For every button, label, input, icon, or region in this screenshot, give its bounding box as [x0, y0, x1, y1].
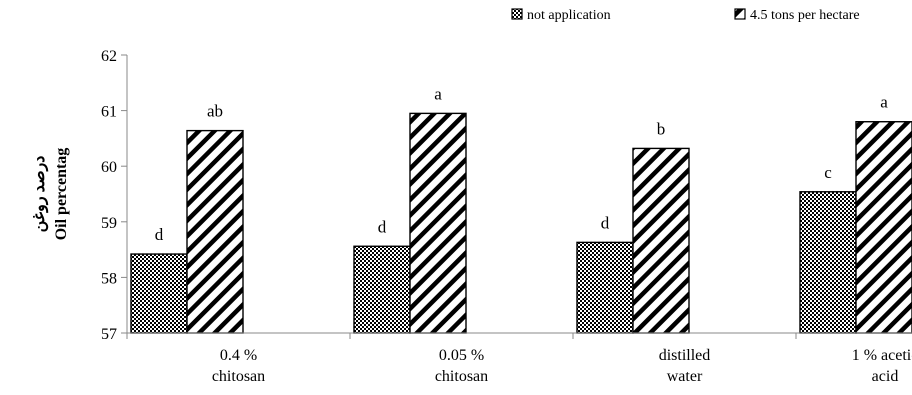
significance-label: d	[378, 217, 387, 236]
bar-dots	[130, 253, 188, 334]
y-axis-title: درصد روغن Oil percentag	[31, 148, 70, 241]
y-tick-label: 60	[101, 159, 117, 176]
bar-diagonal	[409, 112, 467, 334]
x-axis: 0.4 % chitosan 0.05 % chitosan distilled wate…	[126, 332, 912, 385]
y-tick-label: 59	[101, 215, 117, 232]
y-tick-label: 58	[101, 270, 117, 287]
y-tick-label: 61	[101, 104, 117, 121]
bar-dots	[799, 191, 857, 334]
bar-dots	[353, 245, 411, 334]
legend-label: 4.5 tons per hectare	[750, 8, 860, 23]
x-tick-label: 1 % acetic	[852, 347, 912, 364]
y-axis: 57 58 59 60 61 62	[101, 48, 128, 343]
y-tick-label: 57	[101, 326, 117, 343]
significance-label: ab	[207, 102, 223, 121]
x-tick-label: chitosan	[212, 368, 265, 385]
x-tick-label: acid	[872, 368, 899, 385]
bars: d ab d a d b c a	[130, 84, 912, 334]
y-axis-title-fa: درصد روغن	[31, 156, 49, 233]
legend: not application 4.5 tons per hectare	[511, 8, 860, 23]
significance-label: c	[824, 163, 832, 182]
x-tick-label: water	[667, 368, 703, 385]
legend-label: not application	[527, 8, 611, 23]
significance-label: a	[880, 93, 888, 112]
bar-dots	[576, 241, 634, 334]
y-axis-title: Oil percentag	[53, 148, 70, 241]
significance-label: d	[601, 213, 610, 232]
legend-swatch-dots	[511, 8, 523, 20]
x-tick-label: 0.4 %	[220, 347, 257, 364]
x-tick-label: distilled	[659, 347, 711, 364]
significance-label: b	[657, 119, 666, 138]
bar-diagonal	[632, 147, 690, 334]
bar-diagonal	[855, 121, 912, 334]
y-tick-label: 62	[101, 48, 117, 65]
x-tick-label: 0.05 %	[439, 347, 484, 364]
bar-diagonal	[186, 129, 244, 334]
legend-swatch-diagonal	[734, 8, 746, 20]
significance-label: a	[434, 84, 442, 103]
significance-label: d	[155, 225, 164, 244]
x-tick-label: chitosan	[435, 368, 488, 385]
